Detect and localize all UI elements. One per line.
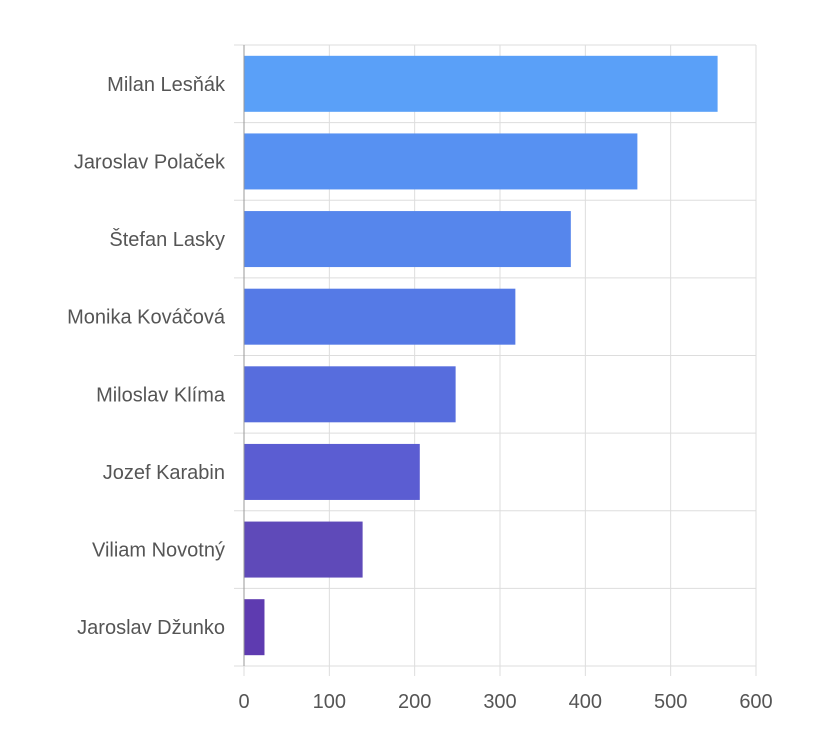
x-tick-label: 0 [238, 691, 249, 713]
bar [244, 55, 718, 112]
bar [244, 211, 571, 268]
category-label: Štefan Lasky [109, 228, 225, 251]
x-tick-label: 500 [654, 691, 687, 713]
category-label: Miloslav Klíma [96, 384, 226, 406]
category-label: Milan Lesňák [107, 74, 226, 96]
grid [234, 44, 757, 676]
x-tick-label: 200 [398, 691, 431, 713]
x-tick-label: 100 [313, 691, 346, 713]
x-tick-label: 600 [739, 691, 772, 713]
tick-labels: 0 100 200 300 400 500 600 [238, 691, 772, 713]
category-labels: Milan Lesňák Jaroslav Polaček Štefan Lasky… [67, 74, 226, 639]
category-label: Jozef Karabin [103, 462, 225, 484]
category-label: Jaroslav Polaček [74, 151, 226, 173]
bar [244, 443, 420, 500]
category-label: Monika Kováčová [67, 307, 226, 329]
bar [244, 366, 456, 423]
category-label: Viliam Novotný [92, 540, 225, 562]
bar [244, 521, 363, 578]
x-tick-label: 300 [483, 691, 516, 713]
bar [244, 133, 638, 190]
x-tick-label: 400 [569, 691, 602, 713]
bar [244, 599, 265, 656]
category-label: Jaroslav Džunko [77, 617, 225, 639]
bar [244, 288, 516, 345]
bars [244, 55, 718, 656]
